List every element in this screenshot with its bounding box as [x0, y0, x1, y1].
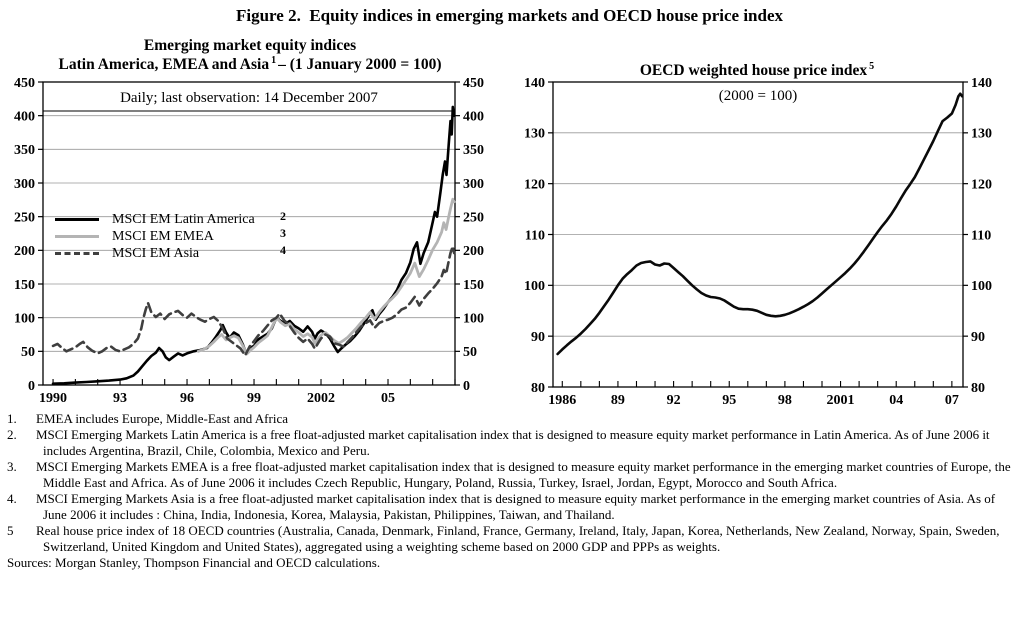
- y-tick-label: 80: [971, 381, 985, 396]
- figure-title: Figure 2. Equity indices in emerging mar…: [235, 6, 783, 25]
- left-chart-title-line2-text: Latin America, EMEA and Asia: [58, 56, 270, 74]
- y-tick-label: 400: [14, 110, 35, 125]
- y-tick-label: 450: [14, 76, 35, 91]
- right-chart-title: OECD weighted house price index 5: [518, 61, 998, 80]
- legend-item-emea: MSCI EM EMEA 3: [55, 226, 305, 245]
- series-line-msci-em-asia: [51, 245, 456, 357]
- legend-label: MSCI EM EMEA: [112, 229, 214, 244]
- series-line-oecd-weighted-house-price-index: [556, 92, 964, 356]
- y-tick-label: 250: [463, 211, 484, 226]
- y-tick-label: 0: [28, 379, 35, 394]
- legend-label: MSCI EM Asia: [112, 246, 200, 261]
- y-tick-label: 100: [524, 279, 545, 294]
- y-tick-label: 350: [463, 143, 484, 158]
- x-tick-label: 2002: [307, 391, 335, 406]
- y-tick-label: 100: [463, 312, 484, 327]
- y-tick-label: 400: [463, 110, 484, 125]
- y-tick-label: 0: [463, 379, 470, 394]
- x-tick-label: 89: [611, 393, 625, 408]
- legend-item-latin-america: MSCI EM Latin America 2: [55, 209, 305, 228]
- footnote-text: EMEA includes Europe, Middle-East and Af…: [36, 411, 288, 426]
- sources-line: Sources: Morgan Stanley, Thompson Financ…: [7, 555, 381, 570]
- x-tick-label: 1990: [39, 391, 67, 406]
- x-tick-label: 04: [889, 393, 903, 408]
- y-tick-label: 450: [463, 76, 484, 91]
- footnote-marker: 2.: [7, 427, 17, 442]
- x-tick-label: 92: [667, 393, 681, 408]
- y-tick-label: 50: [21, 345, 35, 360]
- house-price-chart: 80 80 90 90 100 100 110 110 120 120 130 130 140 140 19…: [524, 76, 992, 408]
- y-tick-label: 140: [524, 76, 545, 91]
- footnote-5: 5 Real house price index of 18 OECD count…: [7, 523, 1015, 555]
- solid-gray-line-swatch: [55, 235, 99, 238]
- y-tick-label: 130: [524, 127, 545, 142]
- y-tick-label: 120: [971, 178, 992, 193]
- left-chart-title-line2: Latin America, EMEA and Asia 1– (1 Januar…: [0, 55, 500, 74]
- x-tick-label: 2001: [827, 393, 855, 408]
- y-tick-label: 200: [463, 244, 484, 259]
- legend-label: MSCI EM Latin America: [112, 212, 255, 227]
- footnote-marker: 3.: [7, 459, 17, 474]
- right-chart-title-text: OECD weighted house price index: [639, 62, 868, 80]
- y-tick-label: 90: [971, 330, 985, 345]
- y-tick-label: 100: [14, 312, 35, 327]
- chart-subtitle: Daily; last observation: 14 December 200…: [120, 90, 378, 106]
- footnote-2: 2. MSCI Emerging Markets Latin America is…: [7, 427, 1015, 459]
- x-tick-label: 05: [381, 391, 395, 406]
- y-tick-label: 50: [463, 345, 477, 360]
- legend-item-asia: MSCI EM Asia 4: [55, 243, 305, 262]
- footnote-marker: 5: [7, 523, 14, 538]
- footnote-3: 3. MSCI Emerging Markets EMEA is a free f…: [7, 459, 1015, 491]
- y-tick-label: 90: [531, 330, 545, 345]
- footnote-text: MSCI Emerging Markets EMEA is a free flo…: [36, 459, 1011, 490]
- legend: MSCI EM Latin America 2 MSCI EM EMEA 3 M…: [55, 209, 305, 262]
- footnote-text: MSCI Emerging Markets Asia is a free flo…: [36, 491, 996, 522]
- footnote-text: MSCI Emerging Markets Latin America is a…: [36, 427, 990, 458]
- y-tick-label: 200: [14, 244, 35, 259]
- x-tick-label: 07: [945, 393, 959, 408]
- x-tick-label: 99: [247, 391, 261, 406]
- solid-black-line-swatch: [55, 218, 99, 221]
- y-tick-label: 350: [14, 143, 35, 158]
- y-tick-label: 130: [971, 127, 992, 142]
- footnote-text: Real house price index of 18 OECD countr…: [36, 523, 1000, 554]
- footnote-ref-2: 2: [280, 209, 286, 223]
- y-tick-label: 150: [14, 278, 35, 293]
- y-tick-label: 250: [14, 211, 35, 226]
- y-tick-label: 80: [531, 381, 545, 396]
- footnote-ref-4: 4: [280, 243, 286, 257]
- x-tick-label: 96: [180, 391, 194, 406]
- x-tick-label: 93: [113, 391, 127, 406]
- footnote-marker: 1.: [7, 411, 17, 426]
- footnotes-block: 1. EMEA includes Europe, Middle-East and …: [7, 411, 1015, 571]
- chart-subtitle: (2000 = 100): [719, 88, 797, 104]
- y-tick-label: 140: [971, 76, 992, 91]
- y-tick-label: 300: [14, 177, 35, 192]
- y-tick-label: 120: [524, 178, 545, 193]
- x-tick-label: 1986: [548, 393, 576, 408]
- y-tick-label: 150: [463, 278, 484, 293]
- footnote-ref-1: 1: [271, 55, 277, 66]
- y-tick-label: 110: [525, 228, 545, 243]
- series-line-msci-em-latin-america: [51, 105, 456, 386]
- y-tick-label: 100: [971, 279, 992, 294]
- x-tick-label: 98: [778, 393, 792, 408]
- dashed-line-swatch: [55, 252, 99, 255]
- footnote-ref-3: 3: [280, 226, 286, 240]
- left-chart-title-line1: Emerging market equity indices: [143, 37, 357, 54]
- footnote-ref-5: 5: [869, 61, 875, 72]
- left-chart-title-line2-suffix: – (1 January 2000 = 100): [278, 56, 442, 74]
- y-tick-label: 110: [971, 228, 991, 243]
- plot-frame: [42, 81, 456, 386]
- footnote-marker: 4.: [7, 491, 17, 506]
- y-tick-label: 300: [463, 177, 484, 192]
- footnote-4: 4. MSCI Emerging Markets Asia is a free f…: [7, 491, 1015, 523]
- x-tick-label: 95: [722, 393, 736, 408]
- footnote-1: 1. EMEA includes Europe, Middle-East and …: [7, 411, 1015, 427]
